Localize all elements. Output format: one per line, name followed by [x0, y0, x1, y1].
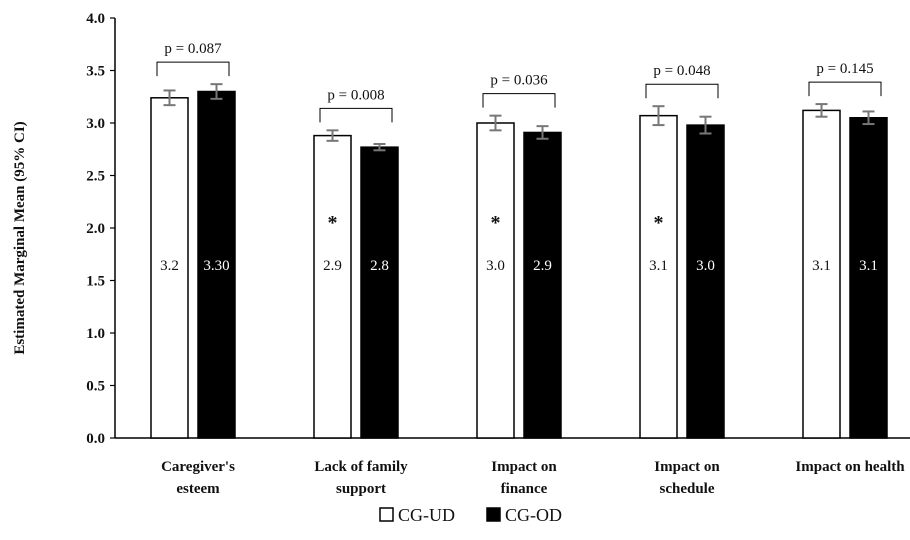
- y-tick-label: 3.0: [86, 116, 105, 132]
- y-tick-label: 2.5: [86, 169, 105, 185]
- data-label-cg-ud: 2.9: [323, 258, 342, 274]
- y-tick-label: 0.5: [86, 379, 105, 395]
- legend-label-cg-ud: CG-UD: [398, 505, 455, 525]
- x-category-label: schedule: [659, 481, 714, 497]
- data-label-cg-ud: 3.2: [160, 258, 179, 274]
- bar-cg-od: [686, 124, 725, 439]
- data-label-cg-ud: 3.1: [812, 258, 831, 274]
- bar-cg-ud: [476, 122, 515, 439]
- x-category-label: Lack of family: [314, 459, 408, 475]
- x-category-label: Impact on: [654, 459, 720, 475]
- y-tick-label: 0.0: [86, 431, 105, 447]
- significance-marker: *: [654, 212, 664, 234]
- data-label-cg-od: 3.0: [696, 258, 715, 274]
- bar-cg-od: [360, 146, 399, 439]
- y-tick-label: 4.0: [86, 11, 105, 27]
- x-category-label: Impact on: [491, 459, 557, 475]
- p-value-bracket: [319, 107, 393, 123]
- x-category-label: esteem: [176, 481, 220, 497]
- legend-label-cg-od: CG-OD: [505, 505, 562, 525]
- bar-cg-ud: [313, 134, 352, 439]
- p-value-label: p = 0.036: [490, 73, 548, 89]
- data-label-cg-od: 3.30: [203, 258, 229, 274]
- x-category-label: finance: [501, 481, 548, 497]
- y-tick-label: 3.5: [86, 64, 105, 80]
- x-category-label: Caregiver's: [161, 459, 235, 475]
- legend-swatch-cg-od: [486, 507, 501, 522]
- x-category-label: Impact on health: [795, 459, 905, 475]
- x-category-label: support: [336, 481, 386, 497]
- bar-cg-od: [849, 117, 888, 439]
- data-label-cg-ud: 3.0: [486, 258, 505, 274]
- y-tick-label: 2.0: [86, 221, 105, 237]
- y-tick-label: 1.0: [86, 326, 105, 342]
- bar-cg-ud: [802, 109, 841, 439]
- y-tick-label: 1.5: [86, 274, 105, 290]
- p-value-label: p = 0.008: [327, 87, 384, 103]
- p-value-bracket: [808, 81, 882, 97]
- significance-marker: *: [328, 212, 338, 234]
- p-value-label: p = 0.087: [164, 41, 222, 57]
- legend-swatch-cg-ud: [379, 507, 394, 522]
- data-label-cg-od: 3.1: [859, 258, 878, 274]
- y-axis-title: Estimated Marginal Mean (95% CI): [12, 121, 28, 354]
- bar-cg-od: [523, 131, 562, 439]
- p-value-label: p = 0.145: [816, 61, 873, 77]
- p-value-bracket: [156, 61, 230, 77]
- data-label-cg-od: 2.8: [370, 258, 389, 274]
- p-value-bracket: [482, 93, 556, 108]
- bar-cg-od: [197, 90, 236, 439]
- data-label-cg-ud: 3.1: [649, 258, 668, 274]
- bar-cg-ud: [150, 97, 189, 439]
- data-label-cg-od: 2.9: [533, 258, 552, 274]
- p-value-label: p = 0.048: [653, 63, 710, 79]
- significance-marker: *: [491, 212, 501, 234]
- bar-cg-ud: [639, 114, 678, 439]
- p-value-bracket: [645, 83, 719, 99]
